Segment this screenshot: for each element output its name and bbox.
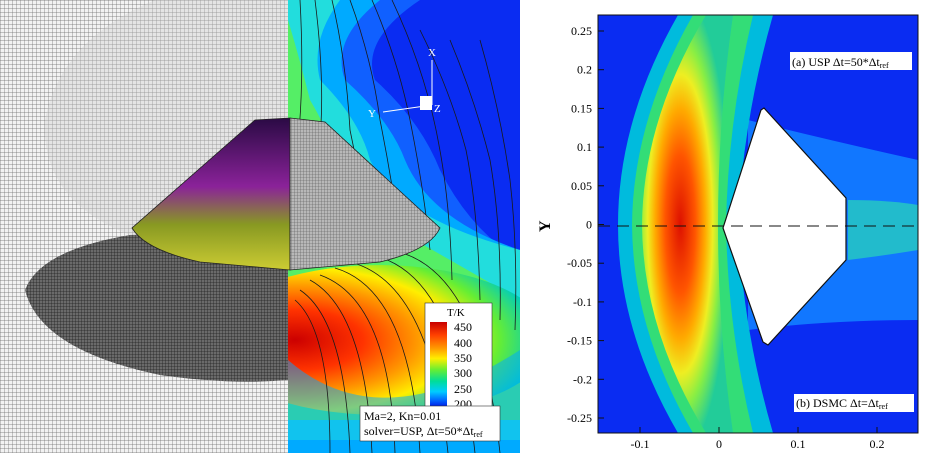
axis-z-label: Z (434, 103, 441, 115)
info-line-1: Ma=2, Kn=0.01 (364, 409, 441, 423)
colorbar: T/K 450 400 350 300 250 200 (424, 302, 493, 415)
right-figure: (a) USP Δt=50*Δtref (b) DSMC Δt=Δtref Y … (537, 14, 919, 451)
y-ticks: 0.25 0.2 0.15 0.1 0.05 0 -0.05 -0.1 -0.15 -0.2 -0.… (567, 24, 604, 425)
y-tick-label: 0.2 (577, 63, 592, 77)
y-tick-label: -0.05 (567, 256, 592, 270)
label-b: (b) DSMC Δt=Δtref (794, 394, 914, 412)
y-tick-label: 0.15 (571, 101, 592, 115)
x-tick-label: 0.1 (791, 437, 806, 451)
plot-area (598, 15, 918, 433)
info-line-2: solver=USP, Δt=50*Δtref (364, 424, 483, 439)
axis-y-label: Y (368, 108, 376, 120)
capsule-body (131, 117, 441, 271)
colorbar-tick-250: 250 (454, 382, 472, 396)
y-tick-label: -0.1 (573, 295, 592, 309)
y-axis-label: Y (537, 220, 554, 232)
y-tick-label: 0.05 (571, 179, 592, 193)
colorbar-tick-300: 300 (454, 366, 472, 380)
svg-text:(b) DSMC Δt=Δtref: (b) DSMC Δt=Δtref (796, 396, 888, 411)
colorbar-title: T/K (447, 307, 465, 319)
axis-triad: X Y Z (368, 47, 441, 120)
left-figure: X Y Z T/K 450 400 350 300 250 200 Ma=2, … (0, 0, 520, 453)
y-tick-label: 0.25 (571, 24, 592, 38)
svg-text:(a) USP Δt=50*Δtref: (a) USP Δt=50*Δtref (792, 55, 889, 70)
simulation-info-box: Ma=2, Kn=0.01 solver=USP, Δt=50*Δtref (359, 405, 501, 442)
colorbar-tick-350: 350 (454, 351, 472, 365)
y-tick-label: 0 (586, 218, 592, 232)
x-ticks: -0.1 0 0.1 0.2 (631, 427, 885, 451)
y-tick-label: -0.15 (567, 334, 592, 348)
x-tick-label: 0.2 (870, 437, 885, 451)
mesh-dark-region (25, 230, 288, 382)
x-tick-label: 0 (716, 437, 722, 451)
body-shape (722, 107, 847, 346)
y-tick-label: -0.2 (573, 372, 592, 386)
label-a: (a) USP Δt=50*Δtref (790, 52, 912, 70)
colorbar-tick-450: 450 (454, 320, 472, 334)
y-tick-label: 0.1 (577, 140, 592, 154)
x-tick-label: -0.1 (631, 437, 650, 451)
y-tick-label: -0.25 (567, 411, 592, 425)
colorbar-tick-400: 400 (454, 336, 472, 350)
axis-x-label: X (428, 47, 436, 59)
